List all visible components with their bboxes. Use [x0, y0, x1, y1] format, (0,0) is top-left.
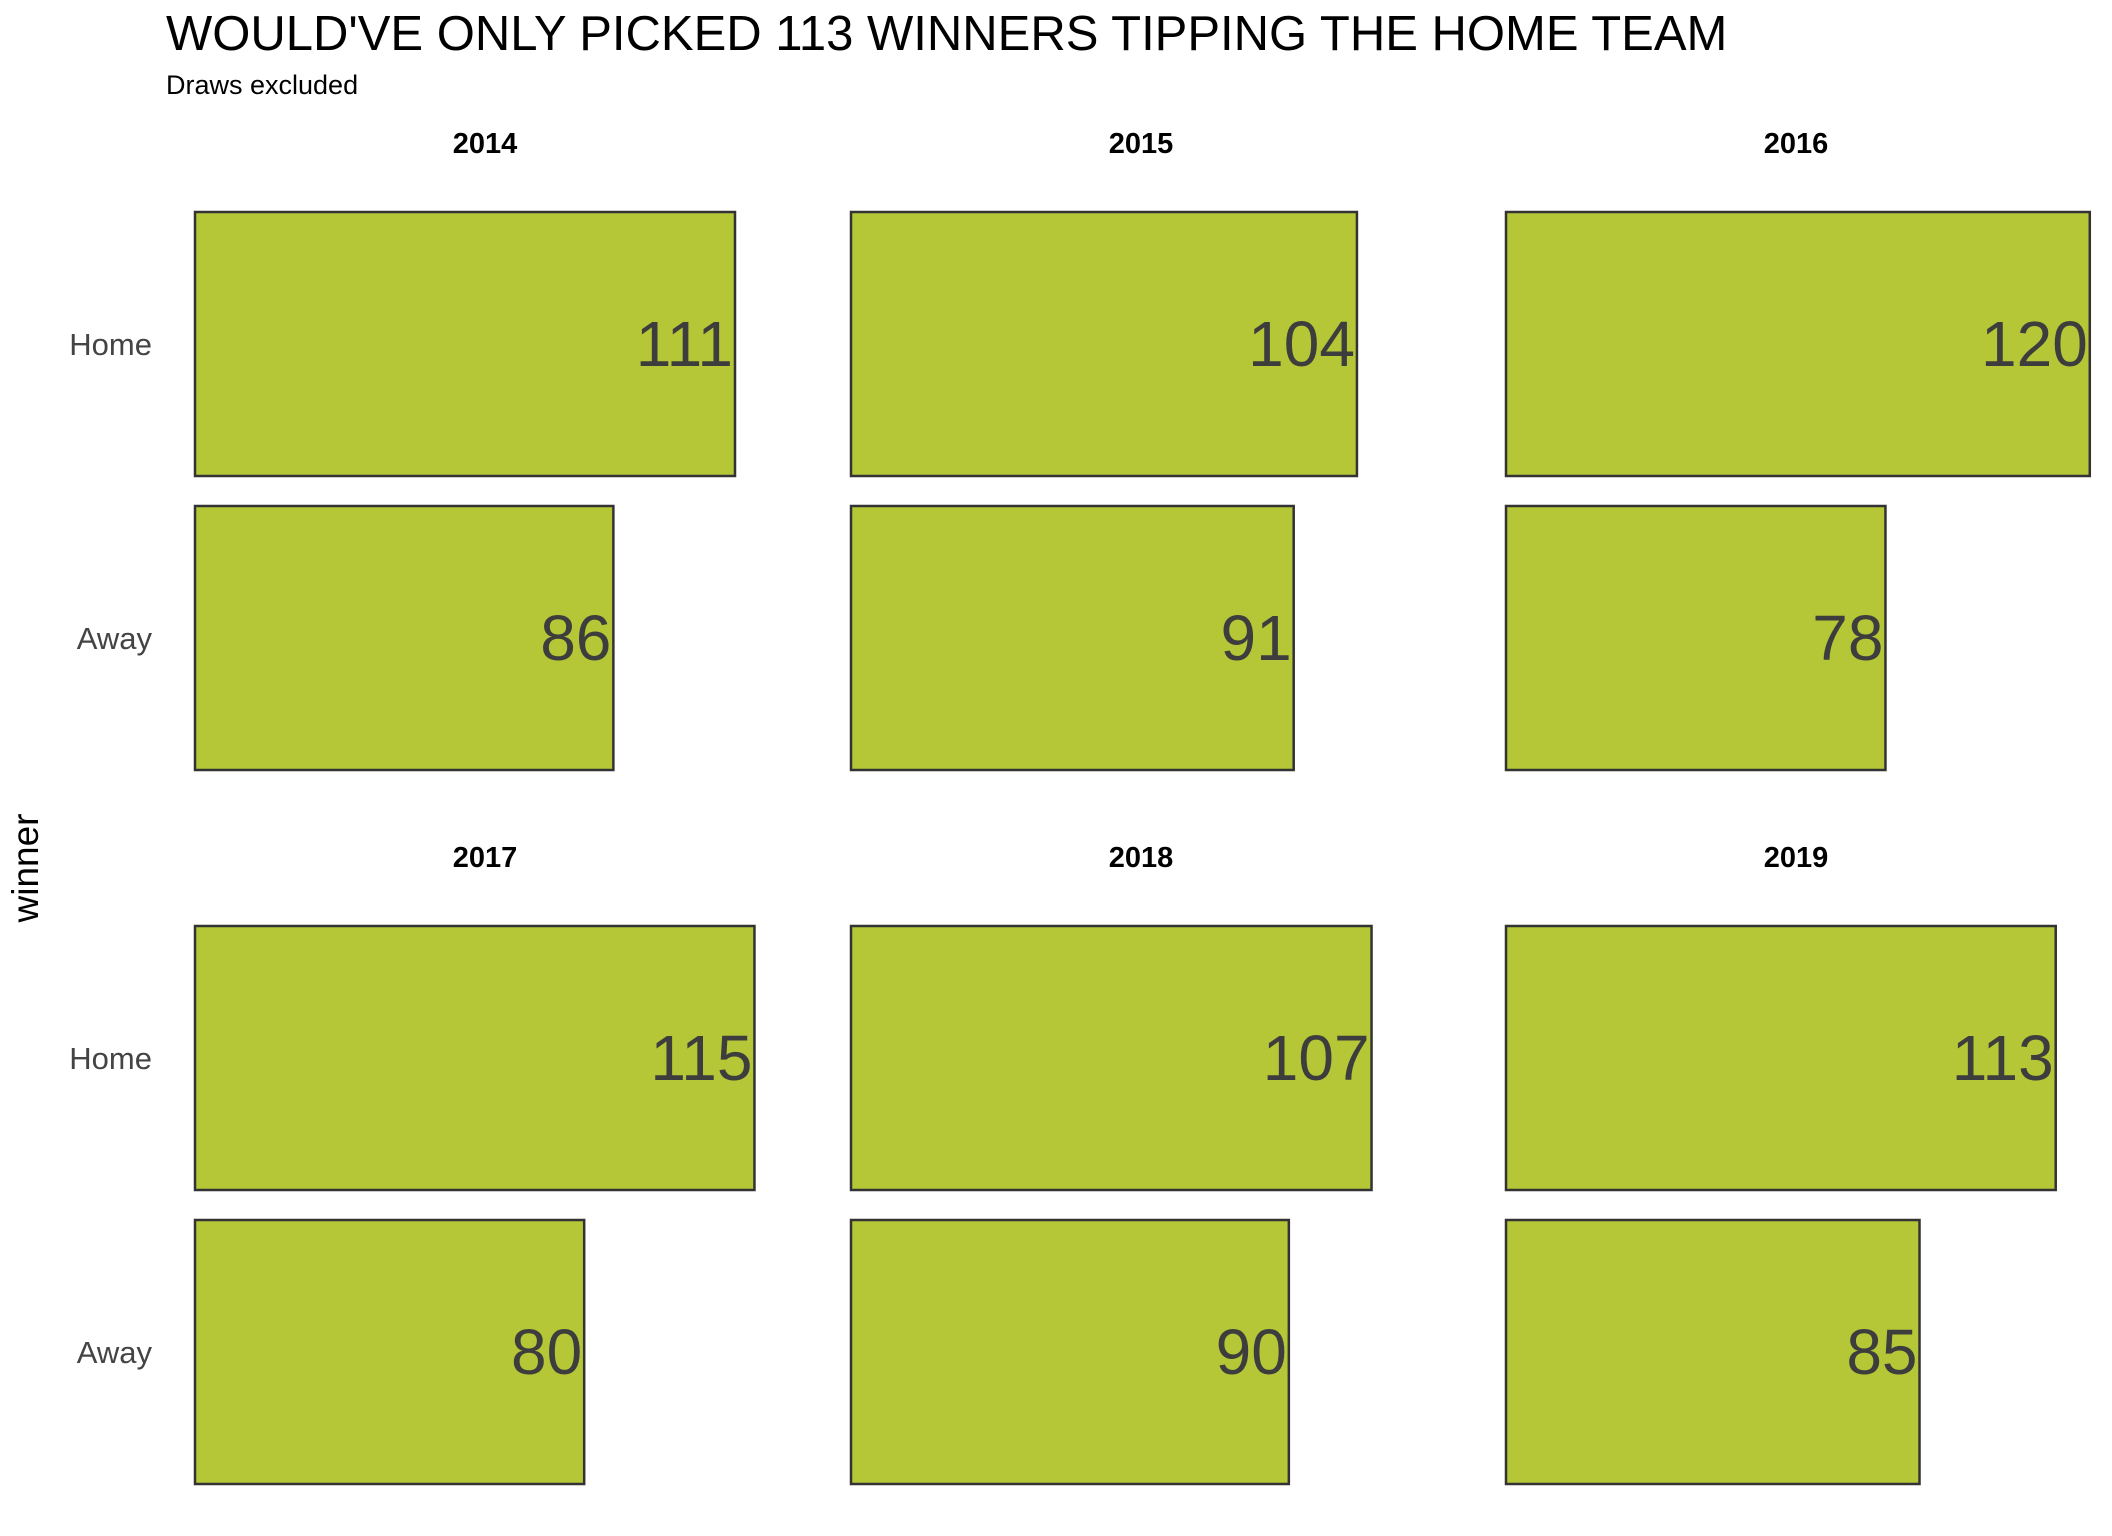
bar-value-label: 111: [636, 308, 733, 380]
bar-value-label: 78: [1812, 602, 1883, 674]
facet-label: 2017: [453, 842, 518, 874]
bar-value-label: 115: [650, 1022, 752, 1094]
bar-value-label: 80: [511, 1316, 582, 1388]
bar-value-label: 86: [540, 602, 611, 674]
bar-away: [849, 1218, 1291, 1486]
bar-value-label: 107: [1263, 1022, 1370, 1094]
facet-2016: 2016 120 78: [1504, 128, 2092, 772]
facet-label: 2015: [1109, 128, 1174, 160]
facet-2017: 2017 115 Home 80 Away: [69, 842, 756, 1486]
bar-value-label: 104: [1248, 308, 1355, 380]
bar-away: [1504, 1218, 1921, 1486]
bar-home: [849, 924, 1373, 1192]
category-label-home: Home: [69, 327, 152, 362]
category-label-away: Away: [77, 621, 153, 656]
bar-value-label: 120: [1981, 308, 2088, 380]
bar-value-label: 90: [1216, 1316, 1287, 1388]
facet-label: 2019: [1764, 842, 1829, 874]
bar-away: [193, 504, 615, 772]
bar-value-label: 91: [1221, 602, 1292, 674]
facet-2015: 2015 104 91: [849, 128, 1359, 772]
bar-away: [193, 1218, 586, 1486]
bar-away: [1504, 504, 1887, 772]
facet-label: 2014: [453, 128, 518, 160]
bar-value-label: 85: [1846, 1316, 1917, 1388]
chart-subtitle: Draws excluded: [166, 70, 358, 100]
bar-value-label: 113: [1952, 1022, 2054, 1094]
bar-home: [193, 210, 737, 478]
bar-home: [849, 210, 1359, 478]
category-label-away: Away: [77, 1335, 153, 1370]
bar-home: [193, 924, 756, 1192]
bar-home: [1504, 210, 2092, 478]
facet-2014: 2014 111 Home 86 Away: [69, 128, 737, 772]
chart-title: WOULD'VE ONLY PICKED 113 WINNERS TIPPING…: [166, 7, 1727, 61]
facet-2018: 2018 107 90: [849, 842, 1373, 1486]
facet-label: 2018: [1109, 842, 1174, 874]
facet-label: 2016: [1764, 128, 1829, 160]
bar-home: [1504, 924, 2057, 1192]
facet-grid: 2014 111 Home 86 Away 2015 104 91 2016 120 78 2017 1…: [69, 128, 2092, 1486]
category-label-home: Home: [69, 1041, 152, 1076]
facet-2019: 2019 113 85: [1504, 842, 2057, 1486]
bar-away: [849, 504, 1295, 772]
y-axis-label: winner: [5, 814, 46, 924]
